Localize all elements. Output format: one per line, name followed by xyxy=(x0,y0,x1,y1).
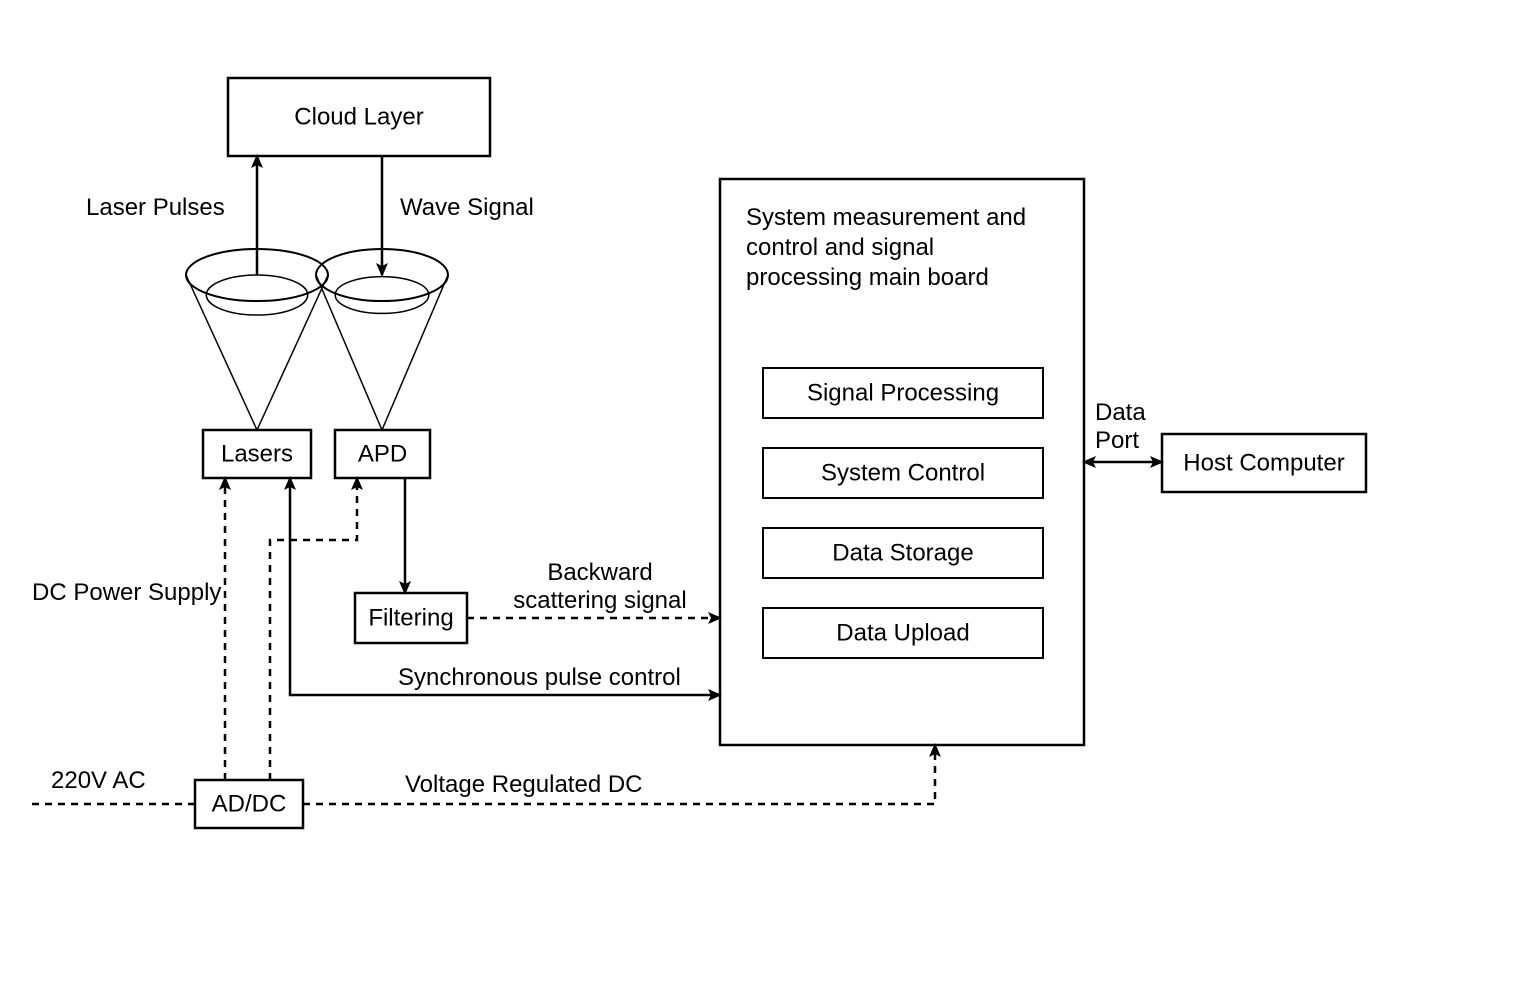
backward-l1: Backward xyxy=(547,559,652,586)
optics-left xyxy=(186,249,328,430)
main-board-item-3-label: Data Upload xyxy=(836,620,969,647)
main-board-item-2: Data Storage xyxy=(763,528,1043,578)
addc-box-label: AD/DC xyxy=(212,791,287,818)
main-board-title-line: processing main board xyxy=(746,264,989,291)
addc-box: AD/DC xyxy=(195,780,303,828)
backward-l2: scattering signal xyxy=(513,587,686,614)
optics-right xyxy=(316,249,448,430)
apd-box-label: APD xyxy=(358,441,407,468)
voltage-dc-label: Voltage Regulated DC xyxy=(405,771,643,798)
main-board-title-line: System measurement and xyxy=(746,204,1026,231)
edge-addc-to-apd xyxy=(270,478,357,780)
cloud-layer-box: Cloud Layer xyxy=(228,78,490,156)
main-board-item-1-label: System Control xyxy=(821,460,985,487)
main-board-item-1: System Control xyxy=(763,448,1043,498)
host-computer-box-label: Host Computer xyxy=(1183,450,1344,477)
data-port-l1: Data xyxy=(1095,399,1146,426)
data-port-l2: Port xyxy=(1095,427,1139,454)
220v-label: 220V AC xyxy=(51,767,146,794)
dc-power-label: DC Power Supply xyxy=(32,579,221,606)
filtering-box: Filtering xyxy=(355,593,467,643)
lasers-box: Lasers xyxy=(203,430,311,478)
filtering-box-label: Filtering xyxy=(368,605,453,632)
cloud-layer-box-label: Cloud Layer xyxy=(294,104,423,131)
host-computer-box: Host Computer xyxy=(1162,434,1366,492)
main-board-item-2-label: Data Storage xyxy=(832,540,973,567)
laser-pulses-label: Laser Pulses xyxy=(86,194,225,221)
main-board-title-line: control and signal xyxy=(746,234,934,261)
apd-box: APD xyxy=(335,430,430,478)
wave-signal-label: Wave Signal xyxy=(400,194,534,221)
main-board-item-0: Signal Processing xyxy=(763,368,1043,418)
main-board-item-3: Data Upload xyxy=(763,608,1043,658)
sync-pulse-label: Synchronous pulse control xyxy=(398,664,681,691)
lasers-box-label: Lasers xyxy=(221,441,293,468)
main-board-item-0-label: Signal Processing xyxy=(807,380,999,407)
